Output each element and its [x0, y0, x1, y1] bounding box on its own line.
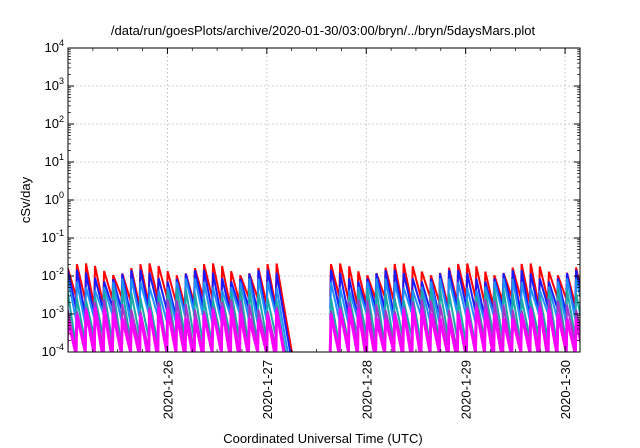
series-group — [68, 263, 580, 352]
y-tick-exponent: 4 — [59, 38, 64, 48]
x-tick-label: 2020-1-30 — [558, 360, 573, 419]
series-line — [68, 307, 286, 352]
y-tick-exponent: -2 — [56, 266, 64, 276]
x-tick-label: 2020-1-26 — [160, 360, 175, 419]
y-tick-exponent: -1 — [56, 228, 64, 238]
y-tick-exponent: -4 — [56, 342, 64, 352]
y-tick-label: 103 — [45, 76, 64, 93]
y-tick-label: 100 — [45, 190, 64, 207]
series-line — [328, 307, 580, 352]
y-tick-label: 101 — [45, 152, 64, 169]
y-tick-label: 10-4 — [42, 342, 64, 359]
y-tick-exponent: 1 — [59, 152, 64, 162]
y-tick-exponent: 3 — [59, 76, 64, 86]
y-tick-label: 10-1 — [42, 228, 64, 245]
x-tick-label: 2020-1-28 — [359, 360, 374, 419]
x-tick-label: 2020-1-29 — [459, 360, 474, 419]
y-tick-label: 10-2 — [42, 266, 64, 283]
y-tick-exponent: 2 — [59, 114, 64, 124]
chart-title: /data/run/goesPlots/archive/2020-01-30/0… — [111, 23, 536, 38]
x-tick-label: 2020-1-27 — [260, 360, 275, 419]
y-tick-label: 10-3 — [42, 304, 64, 321]
x-axis: 2020-1-26 2020-1-27 2020-1-28 2020-1-29 2020… — [92, 48, 573, 419]
y-axis-label: cSv/day — [18, 176, 33, 223]
x-axis-label: Coordinated Universal Time (UTC) — [223, 431, 422, 446]
y-tick-label: 102 — [45, 114, 64, 131]
y-tick-label: 104 — [45, 38, 64, 55]
y-tick-exponent: 0 — [59, 190, 64, 200]
y-tick-exponent: -3 — [56, 304, 64, 314]
